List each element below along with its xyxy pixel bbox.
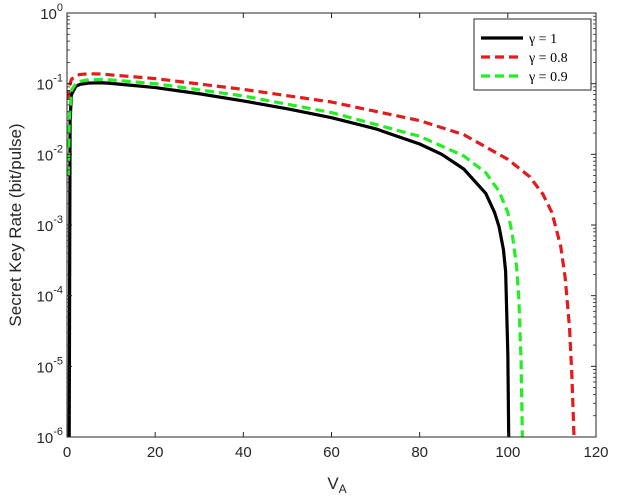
x-tick-label: 20 bbox=[147, 444, 164, 461]
plot-frame bbox=[66, 12, 597, 438]
legend-label-2: γ = 0.8 bbox=[528, 51, 568, 66]
y-axis-label: Secret Key Rate (bit/pulse) bbox=[6, 123, 25, 326]
y-tick-label: 10-1 bbox=[37, 73, 63, 94]
series-line-1 bbox=[67, 81, 511, 437]
y-tick-label: 10-5 bbox=[37, 355, 63, 376]
x-axis-label: VA bbox=[327, 474, 346, 496]
y-tick-label: 10-6 bbox=[37, 426, 63, 447]
legend-label-3: γ = 0.9 bbox=[528, 70, 568, 85]
x-tick-label: 100 bbox=[495, 444, 520, 461]
legend-box bbox=[473, 18, 592, 91]
legend-label-1: γ = 1 bbox=[528, 32, 557, 47]
x-tick-label: 0 bbox=[63, 444, 71, 461]
y-tick-label: 10-4 bbox=[37, 285, 63, 306]
x-axis-label-main: V bbox=[327, 474, 339, 493]
y-tick-label: 100 bbox=[40, 2, 63, 23]
x-tick-label: 40 bbox=[235, 444, 252, 461]
y-tick-label: 10-3 bbox=[37, 214, 63, 235]
legend: γ = 1 γ = 0.8 γ = 0.9 bbox=[473, 18, 592, 91]
x-tick-label: 80 bbox=[411, 444, 428, 461]
x-tick-label: 120 bbox=[583, 444, 608, 461]
series-line-3 bbox=[67, 77, 524, 437]
x-axis-label-subscript: A bbox=[339, 482, 347, 496]
x-tick-label: 60 bbox=[323, 444, 340, 461]
series-line-2 bbox=[67, 72, 576, 437]
y-tick-label: 10-2 bbox=[37, 143, 63, 164]
